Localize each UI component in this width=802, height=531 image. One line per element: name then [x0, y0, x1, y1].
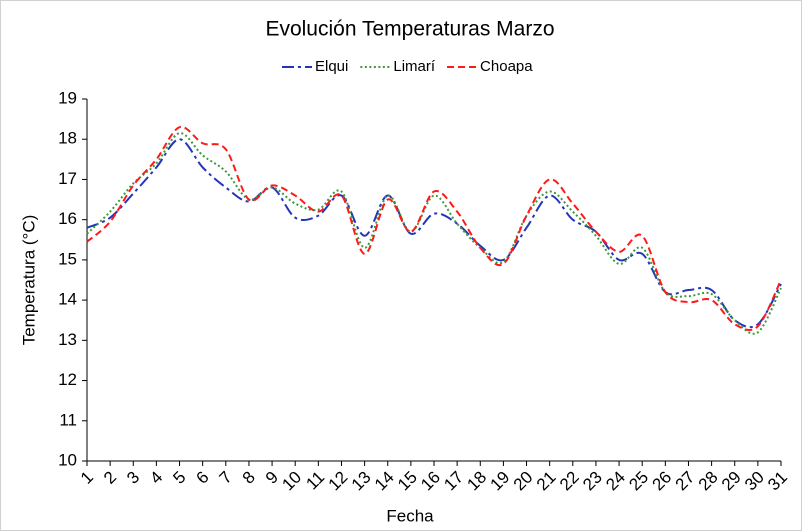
y-tick-label: 19	[58, 88, 77, 107]
legend-label: Choapa	[480, 58, 533, 75]
y-axis-title: Temperatura (°C)	[19, 215, 38, 346]
y-tick-label: 15	[58, 249, 77, 268]
y-tick-label: 10	[58, 450, 77, 469]
y-tick-label: 11	[59, 410, 77, 429]
legend-label: Limarí	[393, 58, 436, 75]
legend-label: Elqui	[315, 58, 348, 75]
chart-title: Evolución Temperaturas Marzo	[265, 18, 554, 41]
y-tick-label: 14	[58, 290, 77, 309]
x-axis-title: Fecha	[386, 506, 434, 525]
series-line	[86, 125, 782, 332]
y-tick-label: 17	[58, 169, 77, 188]
y-tick-label: 12	[58, 370, 77, 389]
y-tick-label: 18	[58, 129, 77, 148]
y-tick-label: 16	[58, 209, 77, 228]
y-tick-label: 13	[58, 330, 77, 349]
